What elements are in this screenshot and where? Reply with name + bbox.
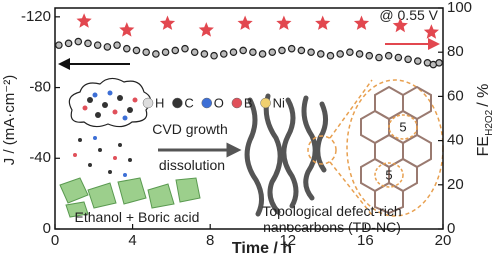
star-point: [76, 13, 92, 28]
star-point: [159, 15, 176, 30]
point: [132, 46, 141, 55]
point: [122, 44, 131, 53]
y-tick-label: -120: [21, 8, 51, 25]
y2-axis-label: FEH2O2 / %: [475, 84, 495, 157]
annotation: dissolution: [159, 157, 225, 173]
legend-swatch: [142, 97, 154, 109]
point: [55, 41, 63, 49]
legend-label: Ni: [273, 95, 285, 110]
point: [239, 46, 247, 55]
star-point: [119, 22, 135, 37]
point: [278, 46, 286, 55]
x-tick-label: 20: [435, 232, 452, 249]
point: [316, 50, 325, 58]
point: [258, 50, 267, 58]
y2-tick-label: 80: [447, 43, 464, 60]
annotation: Ethanol + Boric acid: [75, 209, 200, 225]
legend-swatch: [201, 97, 213, 109]
y-tick-label: -80: [29, 79, 51, 96]
point: [190, 48, 199, 57]
point: [93, 41, 102, 49]
legend-swatch: [231, 97, 243, 109]
legend-swatch: [172, 97, 183, 109]
x-tick-label: 12: [279, 232, 296, 249]
point: [307, 48, 315, 57]
point: [219, 50, 228, 58]
point: [346, 48, 354, 57]
y2-tick-label: 20: [447, 176, 464, 193]
point: [113, 41, 121, 49]
legend-swatch: [260, 97, 271, 109]
x-tick-label: 8: [206, 232, 214, 249]
point: [394, 53, 403, 62]
annotation: @ 0.55 V: [379, 7, 438, 23]
point: [384, 51, 393, 60]
x-axis-label: Time / h: [232, 240, 292, 257]
star-point: [198, 22, 214, 37]
plot-frame: [54, 7, 444, 230]
y2-tick-label: 40: [447, 132, 464, 149]
legend-label: H: [155, 95, 164, 110]
point: [229, 48, 238, 57]
illustration: [59, 77, 444, 218]
point: [249, 48, 257, 57]
annotation: Topological defect-rich: [262, 203, 401, 219]
point: [365, 51, 374, 60]
point: [404, 55, 412, 64]
y2-tick-label: 100: [447, 0, 472, 16]
star-point: [353, 15, 370, 30]
legend-label: B: [244, 95, 253, 110]
point: [161, 48, 170, 57]
point: [200, 50, 209, 58]
point: [171, 46, 180, 55]
point: [287, 44, 296, 53]
y-tick-label: -40: [29, 149, 51, 166]
ring-label: 5: [385, 167, 392, 182]
point: [152, 50, 160, 58]
y2-label-sub: H2O2: [484, 109, 495, 136]
y2-tick-label: 0: [447, 220, 455, 237]
x-tick-label: 4: [128, 232, 136, 249]
annotation: CVD growth: [152, 121, 227, 137]
star-point: [392, 17, 408, 33]
legend-label: C: [184, 95, 193, 110]
ring-label: 5: [399, 119, 406, 134]
x-tick-label: 16: [357, 232, 374, 249]
y-axis-label: J / (mA·cm⁻²): [1, 75, 18, 165]
point: [142, 48, 150, 57]
point: [326, 51, 335, 60]
y-tick-label: 0: [43, 220, 51, 237]
point: [336, 50, 344, 58]
point: [355, 50, 364, 58]
point: [297, 46, 306, 55]
star-point: [237, 15, 253, 30]
point: [64, 39, 73, 48]
star-point: [315, 15, 331, 30]
point: [268, 48, 277, 57]
point: [210, 51, 218, 60]
legend-label: O: [214, 95, 224, 110]
point: [413, 57, 422, 65]
annotation: nanocarbons (TD-NC): [263, 219, 401, 235]
y2-tick-label: 60: [447, 87, 464, 104]
point: [74, 37, 83, 46]
y2-label-unit: / %: [475, 84, 492, 107]
star-point: [276, 15, 292, 30]
point: [181, 44, 189, 53]
point: [84, 39, 92, 48]
point: [103, 43, 112, 51]
x-tick-label: 0: [51, 232, 59, 249]
point: [375, 53, 383, 62]
star-point: [423, 24, 439, 39]
y2-label-main: FE: [475, 136, 492, 156]
point: [435, 59, 443, 67]
